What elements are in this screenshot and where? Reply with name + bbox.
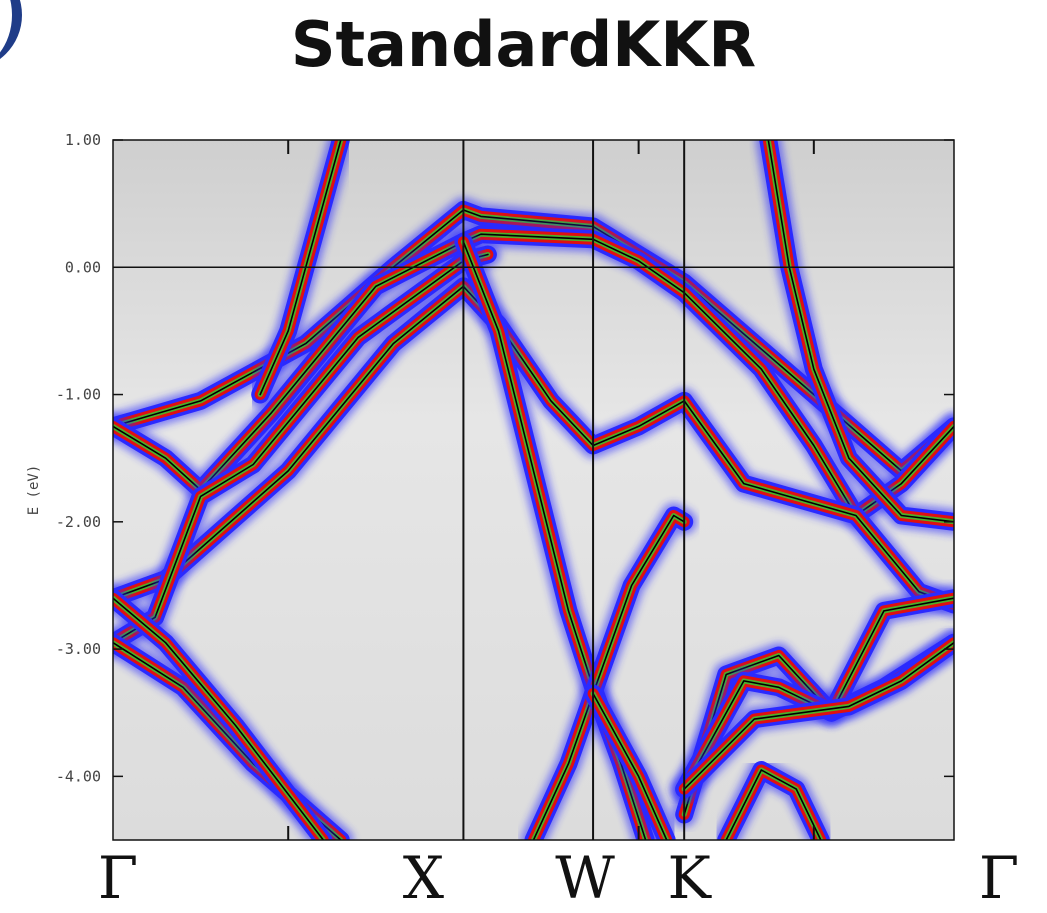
- kpoint-label: Γ: [979, 844, 1019, 912]
- y-tick-label: -4.00: [56, 767, 101, 785]
- chart-title: StandardKKR: [290, 8, 757, 81]
- kpoint-label: X: [403, 844, 445, 912]
- y-tick-label: 1.00: [65, 131, 101, 149]
- y-ticks: 1.00 0.00 -1.00 -2.00 -3.00 -4.00: [56, 131, 954, 785]
- y-tick-label: -3.00: [56, 640, 101, 658]
- kpoint-label: W: [555, 844, 615, 912]
- plot-frame: [112, 139, 955, 841]
- band-9: [520, 502, 698, 840]
- band-12: [671, 629, 954, 803]
- kpoint-dividers: [287, 140, 815, 840]
- y-tick-label: -1.00: [56, 386, 101, 404]
- band-15: [755, 140, 954, 535]
- kpoint-label: K: [668, 844, 713, 912]
- band-14: [713, 757, 834, 840]
- band-13: [580, 680, 680, 840]
- kpoint-label: Γ: [98, 844, 138, 912]
- y-axis-label: E (eV): [26, 465, 42, 516]
- y-tick-label: 0.00: [65, 258, 101, 276]
- y-tick-label: -2.00: [56, 513, 101, 531]
- corner-decoration: [0, 0, 22, 70]
- band-6: [113, 585, 337, 840]
- band-3: [113, 273, 954, 618]
